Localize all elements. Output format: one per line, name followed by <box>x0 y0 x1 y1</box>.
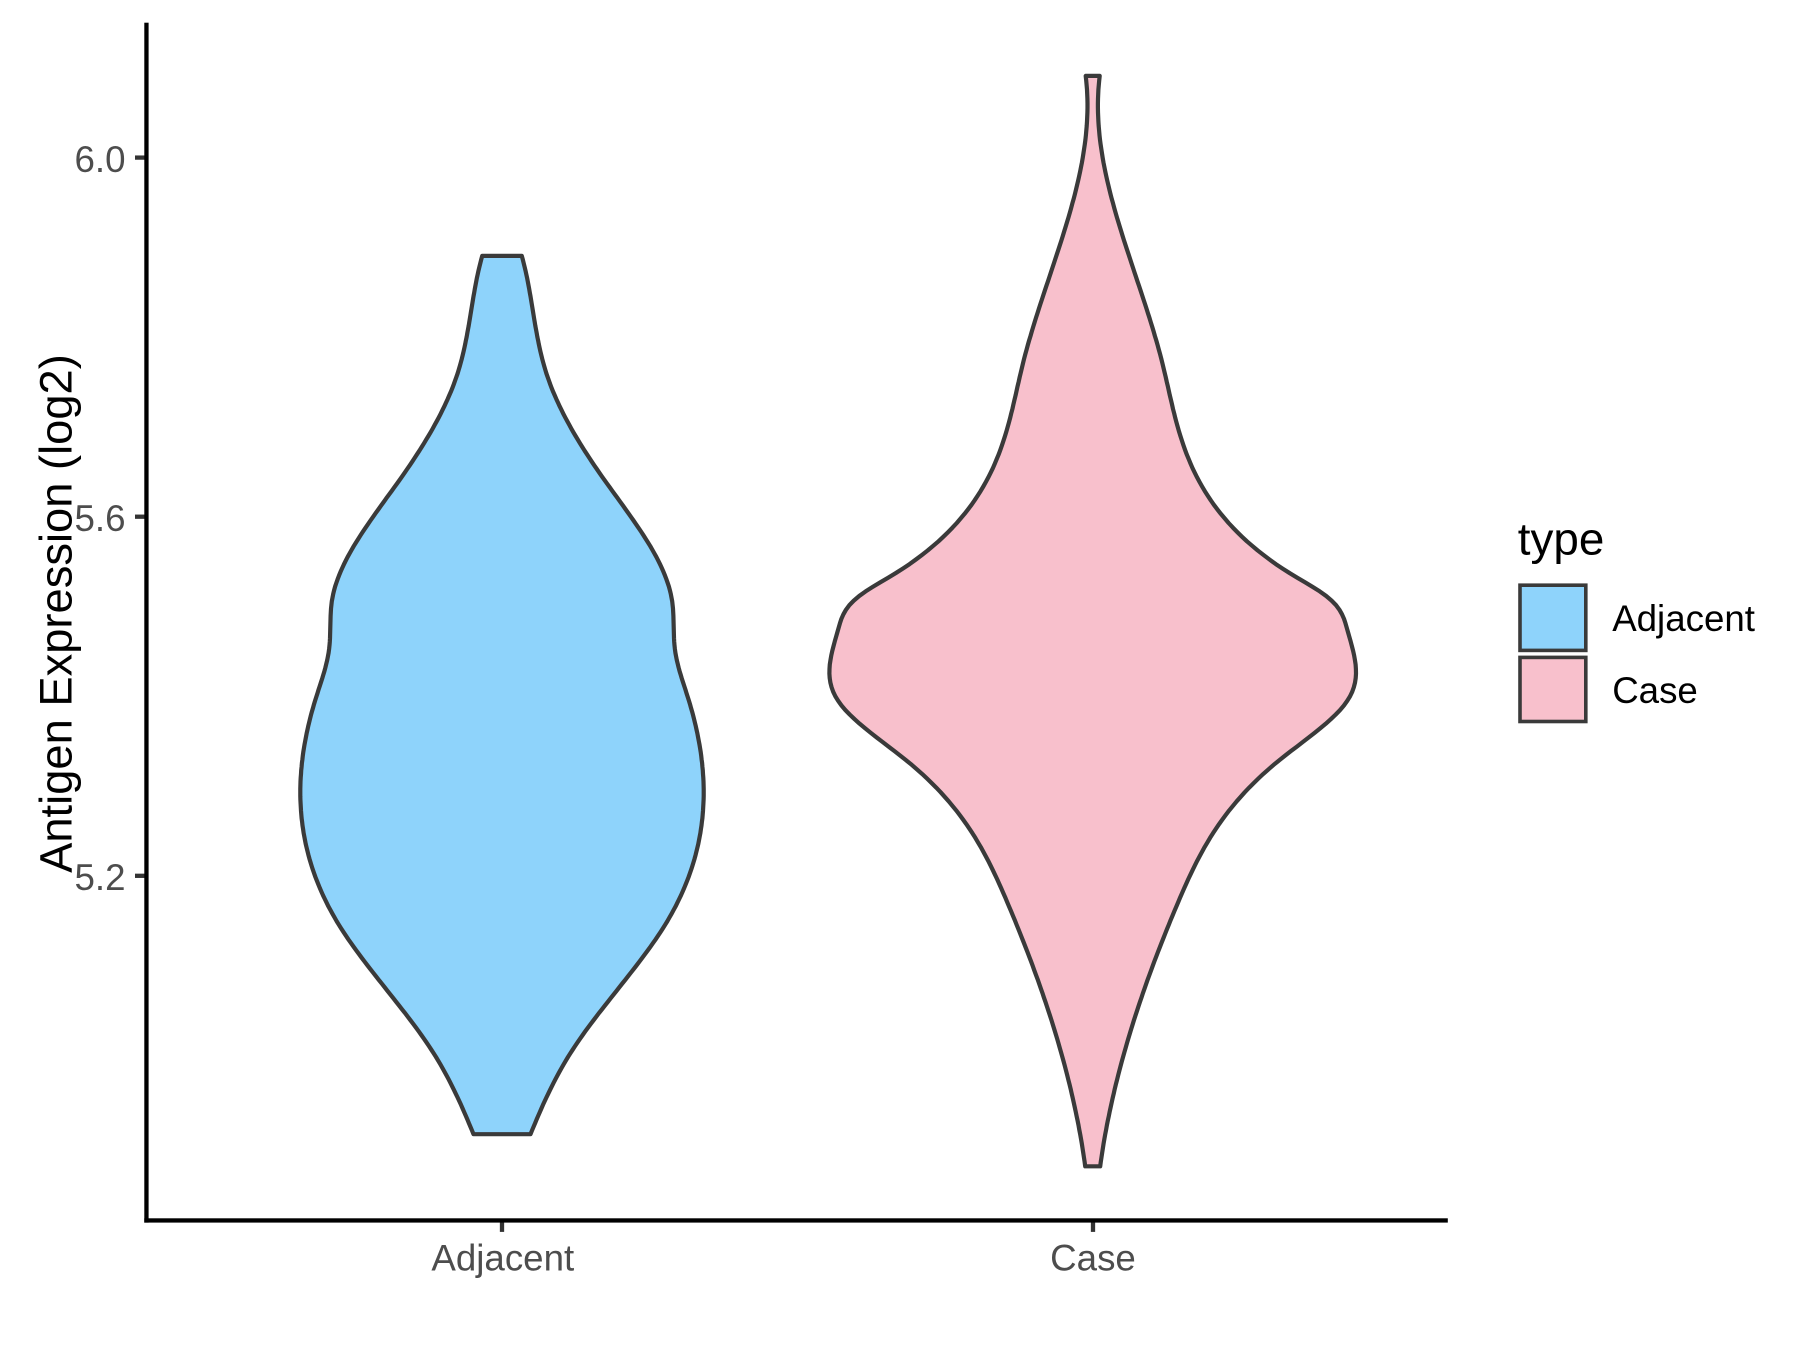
svg-text:Adjacent: Adjacent <box>1612 598 1755 639</box>
svg-text:5.2: 5.2 <box>74 857 125 898</box>
svg-text:Case: Case <box>1050 1238 1136 1279</box>
svg-text:Adjacent: Adjacent <box>431 1238 574 1279</box>
svg-text:Case: Case <box>1612 670 1698 711</box>
svg-text:Antigen Expression (log2): Antigen Expression (log2) <box>31 354 82 873</box>
svg-text:5.6: 5.6 <box>74 498 125 539</box>
svg-text:type: type <box>1518 513 1605 564</box>
svg-text:6.0: 6.0 <box>74 139 125 180</box>
